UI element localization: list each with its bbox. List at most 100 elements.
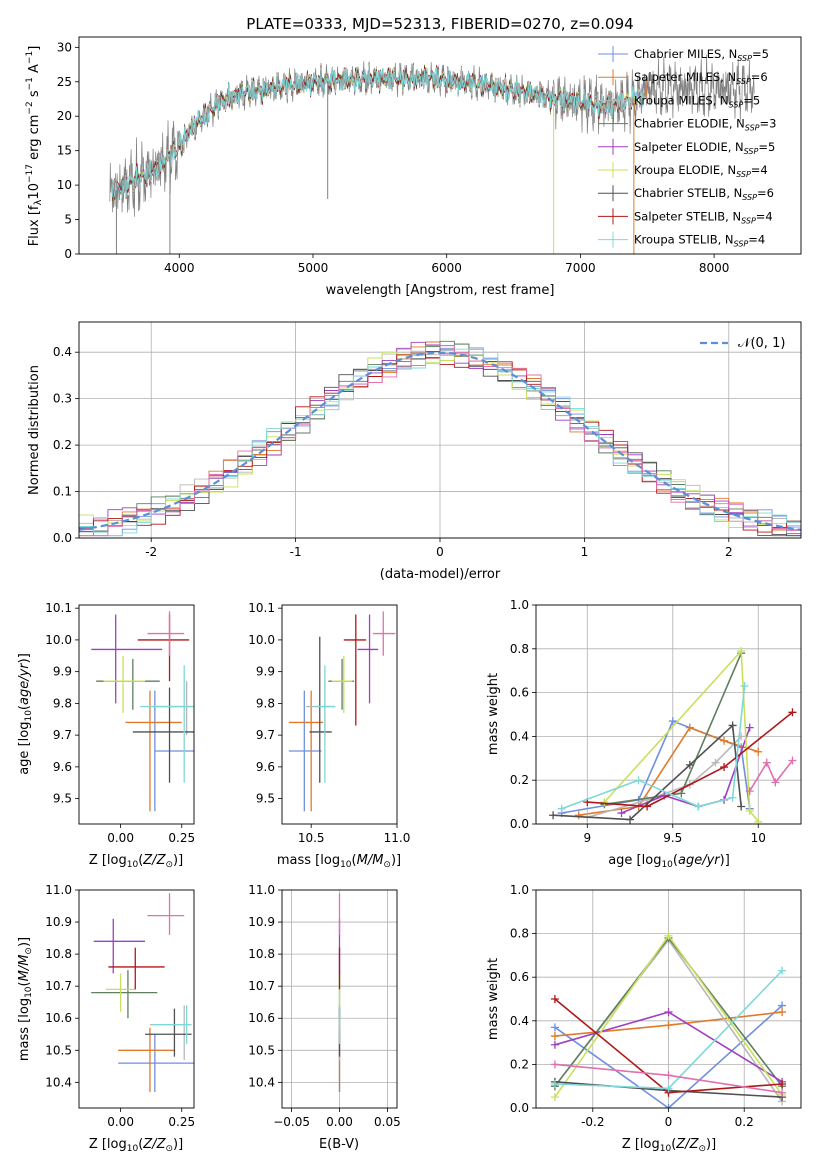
y-tick-label: 30 [57, 40, 72, 54]
y-tick-label: 0.6 [510, 970, 529, 984]
y-tick-label: 0.0 [510, 1101, 529, 1115]
series-point [664, 1084, 673, 1093]
y-tick-label: 10.1 [45, 601, 72, 615]
plot-area [79, 340, 801, 537]
panel-residual-histogram: -2 -1 0 1 2 0.0 0.1 0.2 0.3 0.4 𝒩(0, 1) Normed dist… [27, 321, 802, 582]
legend-entry: Chabrier MILES, NSSP=5 [634, 47, 769, 63]
series-point [745, 787, 754, 796]
y-tick-label: 9.8 [256, 696, 275, 710]
series-point [550, 1080, 559, 1089]
x-axis-label: (data-model)/error [380, 567, 501, 582]
x-tick-label: 0 [665, 1115, 673, 1129]
histogram-series [79, 340, 801, 537]
legend-entry: Kroupa MILES, NSSP=5 [634, 93, 760, 109]
spectrum-data-line [109, 54, 755, 217]
y-tick-label: 10.1 [248, 601, 275, 615]
axes-frame [535, 889, 802, 1109]
y-tick-label: 9.9 [53, 665, 72, 679]
y-tick-label: 0.2 [510, 773, 529, 787]
axes-frame [78, 889, 195, 1109]
x-tick-label: 10.5 [298, 831, 325, 845]
plot-area [288, 611, 396, 812]
y-tick-label: 10.6 [248, 1011, 275, 1025]
x-tick-label: 7000 [565, 261, 596, 275]
panel-mass-weight-vs-Z: -0.2 0 0.2 0.0 0.2 0.4 0.6 0.8 1.0 mass weight Z [… [486, 883, 802, 1154]
y-axis-label: mass weight [486, 958, 501, 1040]
series-point [754, 747, 763, 756]
x-tick-label: 0.25 [168, 1115, 195, 1129]
y-tick-label: 11.0 [45, 883, 72, 897]
series-point [643, 802, 652, 811]
panel-age-vs-mass: 10.5 11.0 9.5 9.6 9.7 9.8 9.9 10.0 10.1 mass [log… [248, 601, 410, 870]
y-tick-label: 10.0 [248, 633, 275, 647]
x-tick-label: -0.2 [581, 1115, 604, 1129]
legend: Chabrier MILES, NSSP=5 Salpeter MILES, NS… [598, 46, 776, 249]
legend-entry: 𝒩(0, 1) [738, 336, 785, 351]
series-point [771, 778, 780, 787]
y-tick-label: 10.6 [45, 1011, 72, 1025]
y-tick-label: 9.6 [256, 760, 275, 774]
y-tick-label: 0.4 [510, 1014, 529, 1028]
series-point [685, 760, 694, 769]
x-axis-label: wavelength [Angstrom, rest frame] [326, 283, 555, 298]
y-tick-label: 11.0 [248, 883, 275, 897]
plot-area [550, 931, 787, 1108]
x-axis-label: mass [log10(M/M⊙)] [277, 853, 401, 870]
axes-frame [78, 604, 195, 825]
series-point [664, 1021, 673, 1030]
series-point [720, 763, 729, 772]
y-tick-label: 10.5 [248, 1043, 275, 1057]
y-tick-label: 1.0 [510, 883, 529, 897]
y-tick-label: 10.9 [45, 915, 72, 929]
series-point [664, 931, 673, 940]
x-tick-label: 5000 [298, 261, 329, 275]
series-point [740, 682, 749, 691]
legend-entry: Chabrier STELIB, NSSP=6 [634, 186, 774, 202]
y-axis-label: mass weight [486, 673, 501, 755]
legend-entry: Salpeter ELODIE, NSSP=5 [634, 140, 775, 156]
series-point [550, 1093, 559, 1102]
series-point [634, 776, 643, 785]
legend-entry: Kroupa ELODIE, NSSP=4 [634, 163, 768, 179]
y-tick-label: 0.4 [510, 729, 529, 743]
series-point [778, 1088, 787, 1097]
y-tick-label: 1.0 [510, 598, 529, 612]
axes-frame [281, 889, 398, 1109]
y-tick-label: 10 [57, 178, 72, 192]
histogram-series [79, 341, 801, 537]
figure-title: PLATE=0333, MJD=52313, FIBERID=0270, z=0… [246, 15, 633, 33]
series-point [788, 756, 797, 765]
y-tick-label: 0.3 [53, 392, 72, 406]
series-point [778, 966, 787, 975]
y-tick-label: 9.6 [53, 760, 72, 774]
plot-area [91, 611, 194, 812]
x-tick-label: 0.05 [374, 1115, 401, 1129]
series-point [728, 721, 737, 730]
y-tick-label: 10.5 [45, 1043, 72, 1057]
y-tick-label: 0.6 [510, 686, 529, 700]
x-tick-label: 11.0 [384, 831, 411, 845]
series-line [603, 649, 759, 823]
y-tick-label: 0.8 [510, 642, 529, 656]
axes-frame [78, 36, 802, 255]
series-point [550, 1040, 559, 1049]
y-tick-label: 0.4 [53, 345, 72, 359]
panel-age-vs-Z: 0.00 0.25 9.5 9.6 9.7 9.8 9.9 10.0 10.1 age [log1… [17, 601, 195, 870]
legend-entry: Salpeter STELIB, NSSP=4 [634, 209, 773, 225]
series-point [754, 817, 763, 824]
spectrum-model-line [112, 64, 645, 199]
y-axis-label: Normed distribution [27, 365, 42, 495]
y-tick-label: 0.2 [510, 1057, 529, 1071]
series-point [778, 1008, 787, 1017]
series-point [778, 1080, 787, 1089]
plot-area [91, 893, 194, 1092]
y-tick-label: 0.2 [53, 438, 72, 452]
y-tick-label: 9.9 [256, 665, 275, 679]
series-point [664, 1008, 673, 1017]
y-tick-label: 9.8 [53, 696, 72, 710]
x-tick-label: 0 [436, 545, 444, 559]
y-tick-label: 10.7 [248, 979, 275, 993]
x-tick-label: -2 [145, 545, 157, 559]
y-tick-label: 10.8 [248, 947, 275, 961]
y-tick-label: 10.7 [45, 979, 72, 993]
